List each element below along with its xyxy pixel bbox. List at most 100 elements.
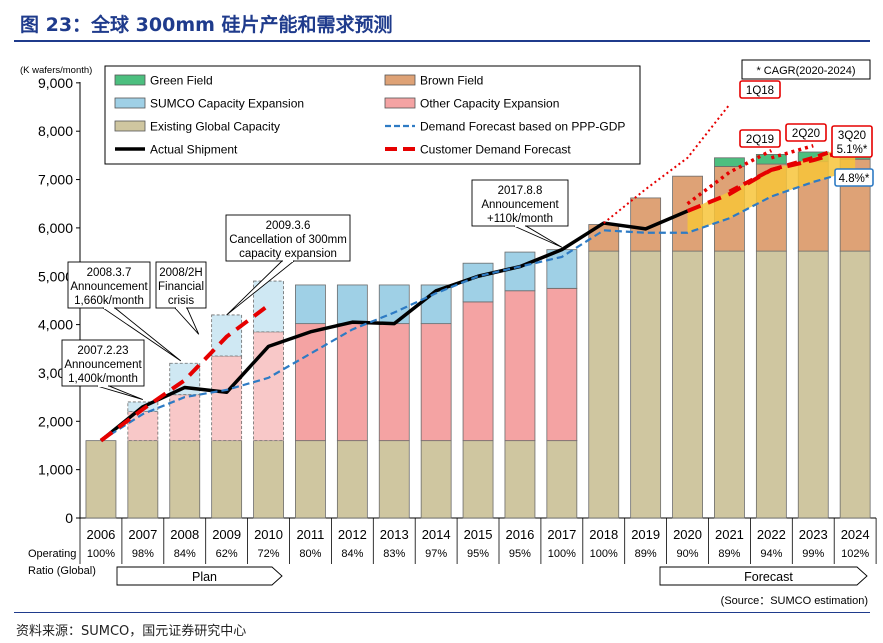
tag-2q19-box xyxy=(739,129,781,148)
bar-segment xyxy=(420,323,452,442)
annotation-2017-text: Announcement xyxy=(481,199,559,211)
annotation-2008-announcement-box xyxy=(67,261,151,309)
bar-segment xyxy=(378,440,410,519)
operating-ratio-value: 100% xyxy=(590,548,618,560)
bar-segment xyxy=(462,301,494,442)
bar-segment xyxy=(672,250,703,519)
legend-swatch xyxy=(384,74,416,86)
operating-ratio-value: 97% xyxy=(425,548,447,560)
forecast-band-group xyxy=(687,143,856,233)
bar-segment xyxy=(546,249,578,289)
operating-ratio-value: 102% xyxy=(841,548,869,560)
bar-segment xyxy=(85,440,117,519)
annotation-2017-pointer xyxy=(513,225,563,248)
operating-ratio-value: 94% xyxy=(760,548,782,560)
operating-ratio-value: 62% xyxy=(216,548,238,560)
title-rule xyxy=(14,40,870,42)
forecast-label: Forecast xyxy=(744,570,793,584)
bar-segment xyxy=(839,250,871,519)
tag-3q20-cagr: 5.1%* xyxy=(837,144,868,156)
operating-ratio-value: 100% xyxy=(87,548,115,560)
tag-2q19: 2Q19 xyxy=(746,134,774,146)
annotations-group: * CAGR(2020-2024) 1Q18 2Q19 2Q20 3Q20 5.1%* 4.… xyxy=(61,59,874,400)
bar-segment xyxy=(295,440,326,519)
legend-swatch xyxy=(384,97,416,109)
legend-box xyxy=(104,65,641,165)
y-tick-label: 5,000 xyxy=(38,268,73,284)
operating-ratio-value: 89% xyxy=(718,548,740,560)
x-tick-label: 2019 xyxy=(631,527,660,542)
line-demand-forecast-ppp-gdp xyxy=(100,168,856,442)
operating-ratio-value: 83% xyxy=(383,548,405,560)
plan-label: Plan xyxy=(192,570,217,584)
bar-segment xyxy=(169,394,201,442)
bar-segment xyxy=(127,440,159,519)
operating-ratio-value: 98% xyxy=(132,548,154,560)
annotation-2017-text: 2017.8.8 xyxy=(498,185,543,197)
annotation-2009-cancellation-text: capacity expansion xyxy=(239,248,337,260)
tag-gdp-cagr-box xyxy=(834,168,874,187)
legend-label: SUMCO Capacity Expansion xyxy=(150,97,304,111)
annotation-2009-cancellation-text: 2009.3.6 xyxy=(266,220,311,232)
bar-segment xyxy=(755,154,787,165)
annotation-2007-pointer xyxy=(96,385,144,400)
tag-2q20-box xyxy=(785,123,827,142)
bar-segment xyxy=(588,250,620,519)
bar-segment xyxy=(253,331,284,442)
line-forecast-2q20 xyxy=(770,144,814,160)
x-tick-label: 2015 xyxy=(464,527,493,542)
tag-2q20: 2Q20 xyxy=(792,128,820,140)
bar-segment xyxy=(253,440,284,519)
y-tick-label: 4,000 xyxy=(38,317,73,333)
tag-1q18: 1Q18 xyxy=(746,85,774,97)
x-tick-label: 2024 xyxy=(841,527,870,542)
operating-ratio-value: 72% xyxy=(258,548,280,560)
x-tick-label: 2010 xyxy=(254,527,283,542)
bar-segment xyxy=(797,250,829,519)
x-tick-label: 2009 xyxy=(212,527,241,542)
cagr-note-box xyxy=(741,59,871,80)
bar-segment xyxy=(169,440,201,519)
x-tick-label: 2008 xyxy=(170,527,199,542)
legend-swatch xyxy=(114,97,146,109)
x-tick-label: 2013 xyxy=(380,527,409,542)
y-tick-label: 9,000 xyxy=(38,75,73,91)
operating-ratio-value: 84% xyxy=(174,548,196,560)
annotation-2008-announcement-text: Announcement xyxy=(70,281,148,293)
plan-arrow xyxy=(116,566,283,586)
x-tick-label: 2012 xyxy=(338,527,367,542)
annotation-2008-announcement-text: 2008.3.7 xyxy=(87,267,132,279)
forecast-arrow xyxy=(659,566,868,586)
bar-segment xyxy=(504,251,536,292)
x-tick-label: 2011 xyxy=(296,527,324,542)
operating-ratio-label: Operating xyxy=(28,548,76,560)
bar-segment xyxy=(295,284,326,325)
operating-ratio-value: 95% xyxy=(467,548,489,560)
legend-label: Existing Global Capacity xyxy=(150,120,280,134)
legend-label: Customer Demand Forecast xyxy=(420,143,571,157)
operating-ratio-value: 100% xyxy=(548,548,576,560)
bar-segment xyxy=(378,323,410,442)
lines-group xyxy=(99,103,856,443)
tag-3q20-box xyxy=(831,125,873,158)
y-tick-label: 8,000 xyxy=(38,123,73,139)
bar-segment xyxy=(504,440,536,519)
line-forecast-1q18 xyxy=(603,103,731,224)
operating-ratio-value: 89% xyxy=(635,548,657,560)
tag-1q18-box xyxy=(739,80,781,99)
line-actual-shipment xyxy=(99,209,689,443)
annotation-2009-cancellation-text: Cancellation of 300mm xyxy=(229,234,347,246)
tag-3q20: 3Q20 xyxy=(838,130,866,142)
legend-swatch xyxy=(114,120,146,132)
bottom-rule xyxy=(14,612,870,613)
annotation-2007-text: Announcement xyxy=(64,359,142,371)
axis-labels-group: 01,0002,0003,0004,0005,0006,0007,0008,00… xyxy=(20,65,870,607)
annotation-financial-crisis-box xyxy=(155,261,207,309)
bar-segment xyxy=(630,250,662,519)
annotation-financial-crisis-text: crisis xyxy=(168,295,194,307)
x-tick-label: 2020 xyxy=(673,527,702,542)
operating-ratio-label: Ratio (Global) xyxy=(28,565,96,577)
x-tick-label: 2014 xyxy=(422,527,451,542)
operating-ratio-value: 80% xyxy=(299,548,321,560)
figure-title: 图 23：全球 300mm 硅片产能和需求预测 xyxy=(20,14,393,36)
